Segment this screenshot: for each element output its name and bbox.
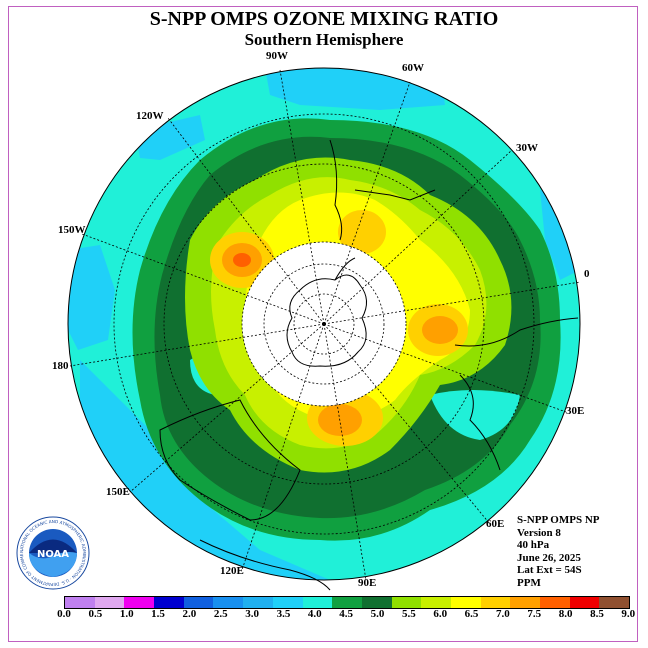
page-subtitle: Southern Hemisphere: [244, 30, 404, 49]
colorbar-tick-label: 8.0: [558, 608, 573, 620]
lon-label-150e: 150E: [106, 486, 130, 498]
colorbar-tick-label: 6.5: [464, 608, 479, 620]
colorbar-tick-label: 3.5: [276, 608, 291, 620]
madagascar-coast: [459, 374, 501, 471]
page-title: S-NPP OMPS OZONE MIXING RATIO: [149, 8, 499, 30]
colorbar-tick-label: 4.0: [307, 608, 322, 620]
lon-label-30e: 30E: [566, 405, 585, 417]
colorbar-swatch: [65, 597, 95, 608]
info-instrument: S-NPP OMPS NP: [517, 514, 600, 526]
colorbar-tick-label: 0.0: [57, 608, 71, 620]
south-america-coast: [329, 139, 343, 241]
colorbar-tick-label: 2.5: [213, 608, 228, 620]
plot-info-block: S-NPP OMPS NP Version 8 40 hPa June 26, …: [517, 514, 600, 589]
colorbar-tick-label: 5.0: [370, 608, 385, 620]
info-date: June 26, 2025: [517, 551, 581, 564]
colorbar-tick-label: 0.5: [88, 608, 103, 620]
lon-label-30w: 30W: [516, 142, 538, 154]
colorbar-tick-label: 9.0: [621, 608, 636, 620]
antarctica-outline: [286, 274, 367, 367]
colorbar-swatch: [154, 597, 184, 608]
colorbar-swatch: [302, 597, 333, 608]
lon-label-60e: 60E: [486, 518, 505, 530]
info-units: PPM: [517, 576, 541, 589]
band-8.0-west: [233, 253, 251, 267]
colorbar-tick-label: 7.5: [527, 608, 542, 620]
graticule: [69, 69, 581, 581]
colorbar-tick-label: 2.0: [182, 608, 197, 620]
antarctic-peninsula: [334, 257, 356, 281]
band-7.5-east: [422, 316, 458, 344]
africa-coast: [454, 317, 579, 347]
colorbar-tick-label: 3.0: [245, 608, 259, 620]
colorbar-swatch: [361, 597, 392, 608]
lon-label-90e: 90E: [358, 577, 377, 589]
colorbar-tick-label: 1.5: [151, 608, 165, 620]
lon-label-180: 180: [52, 360, 69, 372]
colorbar-tick-label: 7.0: [496, 608, 510, 620]
colorbar-swatch: [332, 597, 362, 608]
colorbar-swatch: [510, 597, 540, 608]
lon-label-0: 0: [584, 268, 590, 280]
colorbar-swatch: [450, 597, 481, 608]
colorbar-tick-label: 1.0: [119, 608, 134, 620]
noaa-logo-text: NOAA: [37, 549, 69, 560]
plot-frame: [8, 6, 638, 642]
colorbar: [64, 596, 631, 609]
australia-coast: [159, 399, 301, 521]
coast-atlantic: [354, 189, 436, 201]
colorbar-tick-label: 8.5: [590, 608, 604, 620]
colorbar-swatch: [124, 597, 155, 608]
colorbar-swatch: [94, 597, 125, 608]
inner-patch-east: [430, 390, 520, 440]
colorbar-swatch: [421, 597, 451, 608]
lon-label-60w: 60W: [402, 62, 424, 74]
indonesia-coast: [199, 539, 331, 591]
colorbar-tick-label: 6.0: [433, 608, 448, 620]
info-level: 40 hPa: [517, 539, 550, 551]
band-7.0-north: [338, 210, 386, 254]
colorbar-tick-label: 5.5: [401, 608, 416, 620]
lon-label-150w: 150W: [58, 224, 86, 236]
colorbar-swatch: [213, 597, 244, 608]
colorbar-ticks: 0.0 0.5 1.0 1.5 2.0 2.5 3.0 3.5 4.0 4.5 5.0 5.5 6.0 6…: [0, 608, 648, 622]
colorbar-tick-label: 4.5: [339, 608, 354, 620]
colorbar-swatch: [183, 597, 214, 608]
colorbar-swatch: [391, 597, 422, 608]
info-lat-ext: Lat Ext = 54S: [517, 564, 582, 576]
colorbar-swatch: [480, 597, 511, 608]
lon-label-90w: 90W: [266, 50, 288, 62]
colorbar-swatch: [599, 597, 630, 608]
lon-label-120w: 120W: [136, 110, 164, 122]
colorbar-swatch: [272, 597, 303, 608]
colorbar-swatch: [243, 597, 273, 608]
blue-patch-west: [68, 245, 115, 350]
colorbar-swatch: [569, 597, 600, 608]
noaa-logo: NOAA NATIONAL OCEANIC AND ATMOSPHERIC AD…: [16, 516, 90, 590]
info-version: Version 8: [517, 526, 561, 539]
south-pole-marker: [322, 322, 326, 326]
lon-label-120e: 120E: [220, 565, 244, 577]
map-boundary: [67, 67, 581, 581]
colorbar-swatch: [540, 597, 570, 608]
